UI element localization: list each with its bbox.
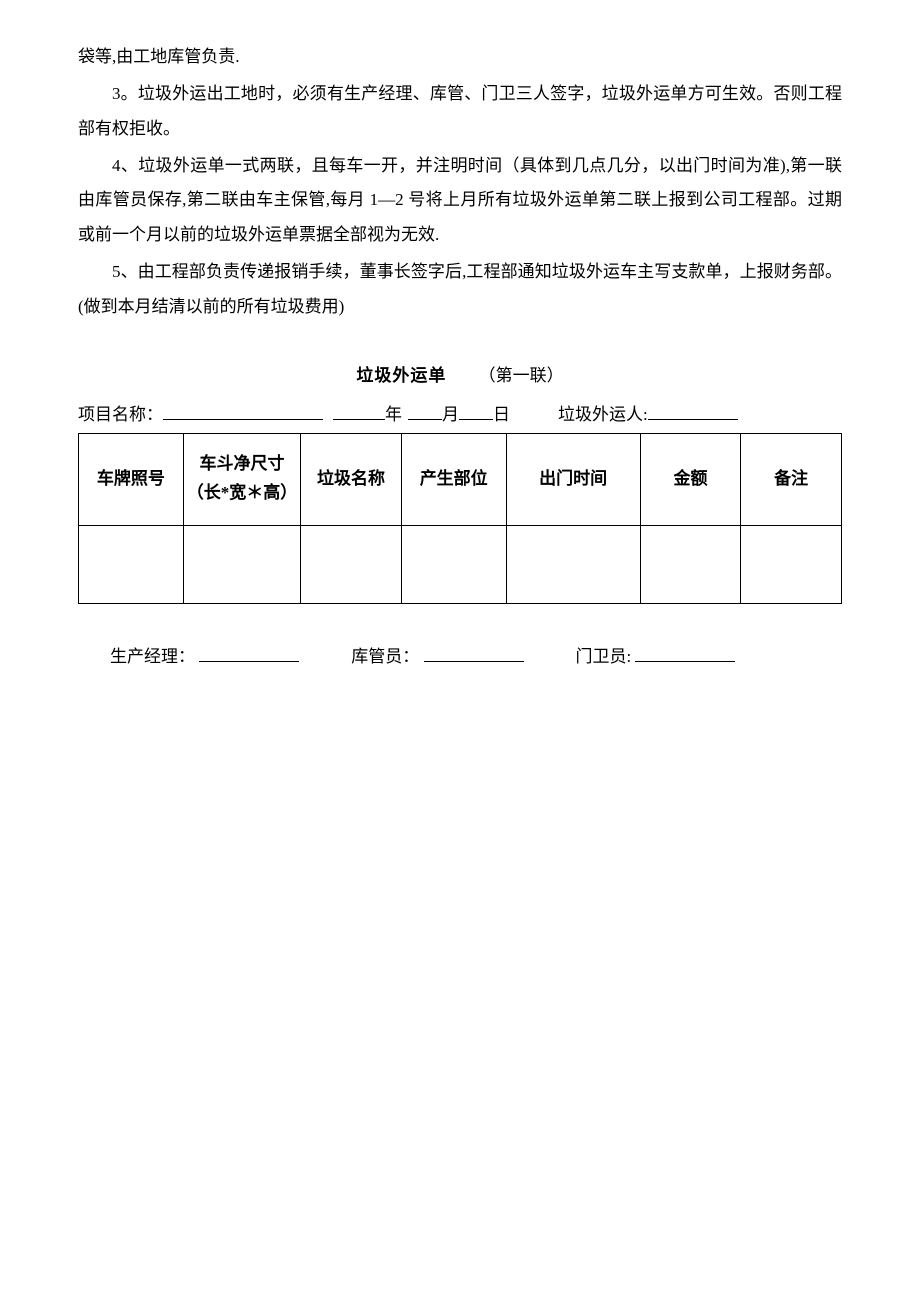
table-header-row: 车牌照号 车斗净尺寸（长*宽＊高） 垃圾名称 产生部位 出门时间 金额 备注 bbox=[79, 433, 842, 525]
form-header-row: 项目名称： 年 月 日 垃圾外运人: bbox=[78, 400, 842, 425]
cell-source bbox=[401, 525, 506, 603]
cell-plate bbox=[79, 525, 184, 603]
col-size: 车斗净尺寸（长*宽＊高） bbox=[183, 433, 300, 525]
form-title-row: 垃圾外运单 （第一联） bbox=[78, 361, 842, 386]
day-label: 日 bbox=[493, 400, 510, 425]
cell-size bbox=[183, 525, 300, 603]
signature-row: 生产经理： 库管员： 门卫员: bbox=[78, 642, 842, 667]
sig1-blank bbox=[199, 644, 299, 662]
paragraph-2: 3。垃圾外运出工地时，必须有生产经理、库管、门卫三人签字，垃圾外运单方可生效。否… bbox=[78, 77, 842, 147]
sig-production-manager: 生产经理： bbox=[110, 642, 299, 667]
sig3-label: 门卫员: bbox=[576, 647, 632, 666]
cell-amount bbox=[640, 525, 741, 603]
paragraph-3: 4、垃圾外运单一式两联，且每车一开，并注明时间（具体到几点几分，以出门时间为准)… bbox=[78, 149, 842, 254]
month-blank bbox=[408, 402, 442, 420]
project-name-label: 项目名称： bbox=[78, 400, 163, 425]
sig-guard: 门卫员: bbox=[576, 642, 736, 667]
col-exit-time: 出门时间 bbox=[506, 433, 640, 525]
form-title: 垃圾外运单 bbox=[356, 366, 446, 385]
sig3-blank bbox=[635, 644, 735, 662]
sig-warehouse: 库管员： bbox=[351, 642, 523, 667]
table-row bbox=[79, 525, 842, 603]
cell-garbage-name bbox=[301, 525, 402, 603]
cell-remark bbox=[741, 525, 842, 603]
cell-exit-time bbox=[506, 525, 640, 603]
sig2-label: 库管员： bbox=[351, 647, 419, 666]
year-label: 年 bbox=[385, 400, 402, 425]
form-copy-label: （第一联） bbox=[479, 366, 564, 385]
year-blank bbox=[333, 402, 385, 420]
sig2-blank bbox=[424, 644, 524, 662]
col-amount: 金额 bbox=[640, 433, 741, 525]
paragraph-1: 袋等,由工地库管负责. bbox=[78, 40, 842, 75]
col-source: 产生部位 bbox=[401, 433, 506, 525]
paragraph-4: 5、由工程部负责传递报销手续，董事长签字后,工程部通知垃圾外运车主写支款单，上报… bbox=[78, 255, 842, 325]
transporter-blank bbox=[648, 402, 738, 420]
col-garbage-name: 垃圾名称 bbox=[301, 433, 402, 525]
day-blank bbox=[459, 402, 493, 420]
month-label: 月 bbox=[442, 400, 459, 425]
transport-table: 车牌照号 车斗净尺寸（长*宽＊高） 垃圾名称 产生部位 出门时间 金额 备注 bbox=[78, 433, 842, 604]
sig1-label: 生产经理： bbox=[110, 647, 195, 666]
transporter-label: 垃圾外运人: bbox=[558, 400, 648, 425]
col-remark: 备注 bbox=[741, 433, 842, 525]
project-name-blank bbox=[163, 402, 323, 420]
col-plate: 车牌照号 bbox=[79, 433, 184, 525]
